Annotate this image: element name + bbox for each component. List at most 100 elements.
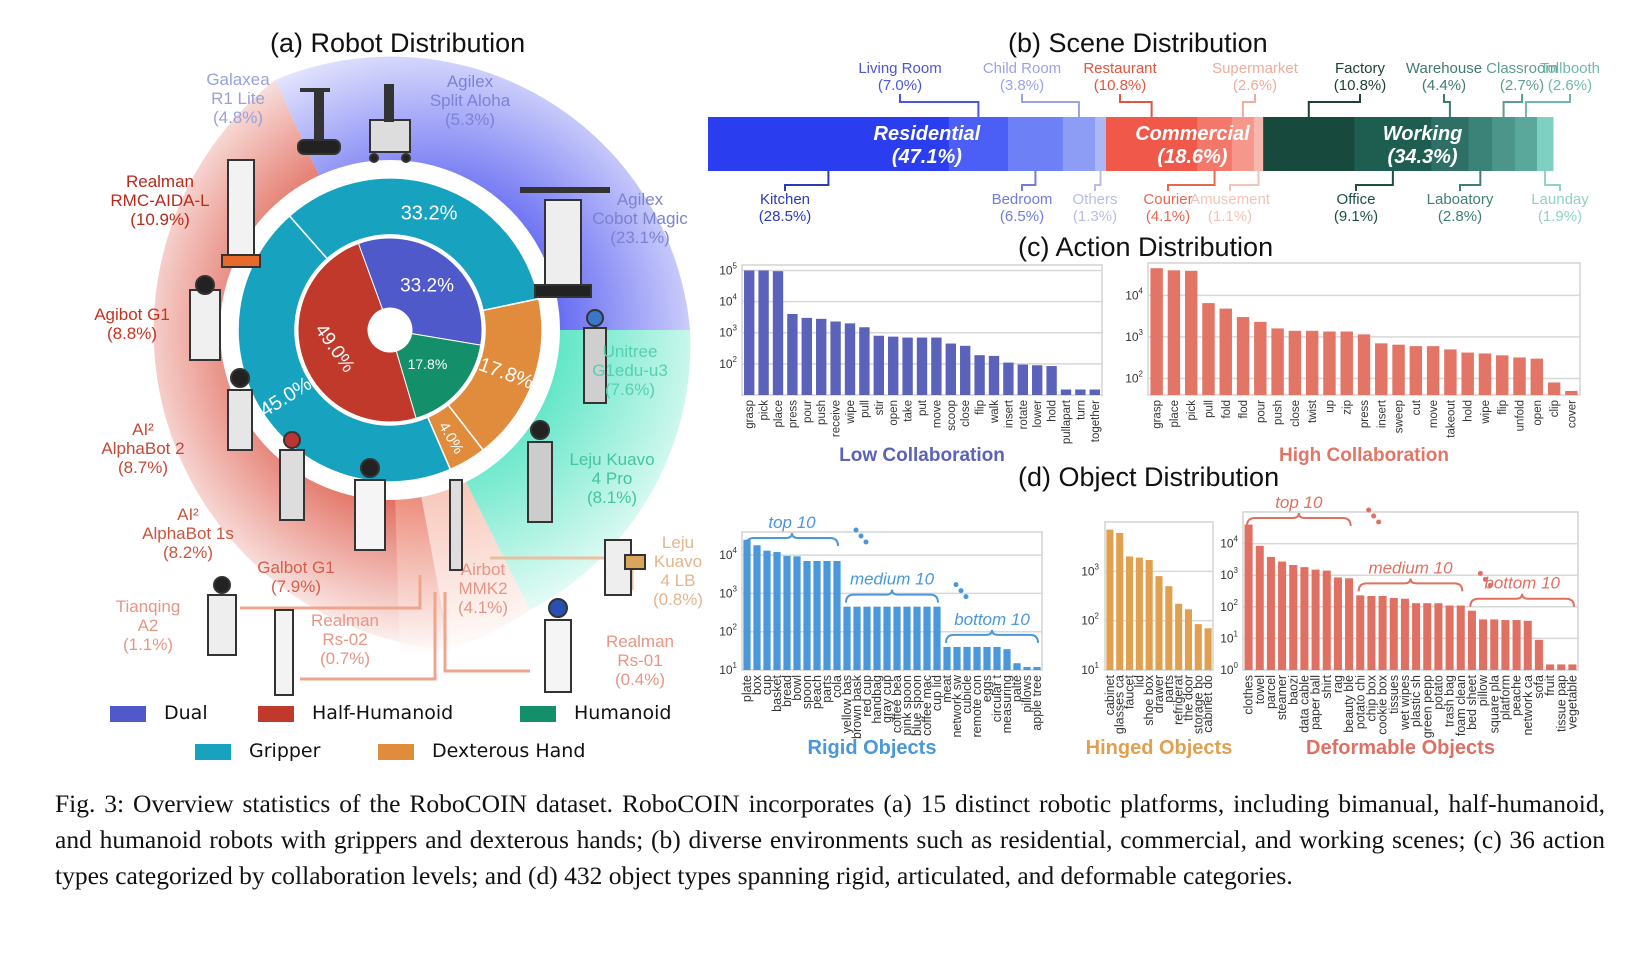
scene-segment [1468, 117, 1493, 171]
x-tick-label: network sw [950, 674, 964, 737]
legend-label: Dexterous Hand [432, 740, 586, 762]
scene-leader [1502, 94, 1523, 117]
robot-label-line: AI² [132, 420, 154, 439]
x-tick-label: tissues [1387, 675, 1401, 714]
legend-swatch [195, 743, 231, 760]
x-tick-label: cookie box [1376, 674, 1390, 735]
robot-label-line: A2 [137, 616, 159, 635]
x-tick-label: blue spoon [910, 675, 924, 736]
scene-label-pct: (10.8%) [1094, 77, 1147, 94]
x-tick-label: tissue pap [1554, 675, 1568, 732]
x-tick-label: pour [1255, 400, 1267, 423]
bar [1565, 390, 1578, 395]
x-tick-label: turn [1075, 400, 1087, 420]
scene-label-name: Others [1072, 191, 1117, 208]
robot-icon-realman-aida [221, 159, 261, 268]
scene-leader [1167, 171, 1216, 191]
y-tick-label: 101 [1220, 629, 1238, 645]
x-tick-label: palte [1010, 675, 1024, 702]
x-tick-label: network ca [1521, 675, 1535, 735]
scene-segment [1514, 117, 1538, 171]
robot-label: Galbot G1 (7.9%) [226, 558, 366, 596]
bar [1479, 619, 1488, 670]
robot-label: Realman RMC-AIDA-L (10.9%) [90, 172, 230, 229]
scene-label-pct: (2.8%) [1438, 208, 1482, 225]
bar [1089, 389, 1100, 395]
x-tick-label: trash bag [1443, 675, 1457, 727]
y-tick-label: 100 [1220, 661, 1238, 677]
bar [803, 561, 811, 670]
x-tick-label: open [1532, 400, 1544, 426]
scene-bar-chart: Residential(47.1%) Commercial(18.6%) Worki… [708, 60, 1600, 225]
x-tick-label: towel [1253, 675, 1267, 704]
scene-leader [1119, 94, 1153, 117]
bar [1523, 620, 1532, 670]
scene-leader [1307, 94, 1361, 117]
scene-label-name: Living Room [858, 60, 941, 77]
x-tick-label: pick [759, 400, 771, 421]
scene-leader [1459, 171, 1482, 191]
y-tick-exponent: 4 [733, 546, 738, 555]
y-tick-exponent: 2 [1139, 369, 1144, 378]
inner-ring-segment [357, 237, 483, 346]
scene-segment [1062, 117, 1096, 171]
scene-group-pct: (18.6%) [1157, 146, 1227, 168]
scene-label-name: Launday [1531, 191, 1589, 208]
robot-label-line: Agilex [616, 190, 664, 209]
scene-label-name: Kitchen [760, 191, 810, 208]
robot-label: Leju Kuavo 4 Pro (8.1%) [542, 450, 682, 507]
x-axis-label: High Collaboration [1279, 445, 1449, 466]
robot-label-line: (4.1%) [457, 598, 509, 617]
scene-leader [1543, 171, 1561, 191]
y-tick-exponent: 4 [733, 293, 738, 302]
x-axis-label: Rigid Objects [808, 737, 937, 759]
bar [758, 270, 769, 395]
x-tick-label: pillows [1020, 675, 1034, 713]
robot-label-line: Kuavo [653, 552, 703, 571]
y-tick-exponent: 1 [733, 661, 738, 670]
x-tick-label: potato [1431, 675, 1445, 710]
bar [743, 539, 751, 670]
ellipsis-dot [953, 582, 959, 588]
bar [1106, 529, 1114, 670]
x-tick-label: bed sheet [1465, 674, 1479, 729]
robot-label-line: (5.3%) [444, 110, 496, 129]
x-tick-label: the door [1181, 675, 1195, 721]
scene-group-name: Commercial [1135, 123, 1250, 145]
x-tick-label: handbag [870, 675, 884, 724]
x-tick-label: apple tree [1030, 675, 1044, 731]
y-tick-label: 103 [1125, 328, 1143, 344]
robot-icon-agibot [189, 275, 221, 361]
scene-label-pct: (2.6%) [1548, 77, 1592, 94]
x-tick-label: parcel [1264, 675, 1278, 709]
robot-icon-split-aloha [369, 84, 411, 163]
annotation-label: top 10 [768, 513, 816, 532]
x-tick-label: fruit [1543, 674, 1557, 695]
scene-leader [1443, 94, 1451, 117]
x-tick-label: press [1359, 400, 1371, 428]
bar [1557, 664, 1566, 670]
object-distribution-title: (d) Object Distribution [1018, 462, 1280, 492]
y-tick-label: 104 [719, 546, 737, 562]
x-tick-label: unfold [1515, 400, 1527, 431]
robot-label: Realman Rs-01 (0.4%) [570, 632, 710, 689]
ellipsis-dot [1487, 582, 1493, 588]
x-tick-label: chip box [1364, 674, 1378, 721]
x-tick-label: stir [874, 400, 886, 416]
robot-label-line: Realman [605, 632, 675, 651]
legend-item-humanoid: Humanoid [520, 702, 672, 724]
robot-icon-alphabot1s [279, 431, 305, 521]
bar [1490, 619, 1499, 670]
bar [1322, 570, 1331, 670]
x-tick-label: remote con [970, 675, 984, 738]
robot-label-line: Cobot Magic [592, 209, 688, 228]
bar [988, 355, 1000, 395]
bar [1512, 620, 1521, 670]
robot-label-line: Split Aloha [429, 91, 511, 110]
scene-group-name: Working [1383, 123, 1463, 145]
x-tick-label: move [931, 400, 943, 428]
scene-label-pct: (3.8%) [1000, 77, 1044, 94]
bar [843, 606, 851, 670]
robot-label-line: Unitree [602, 342, 658, 361]
